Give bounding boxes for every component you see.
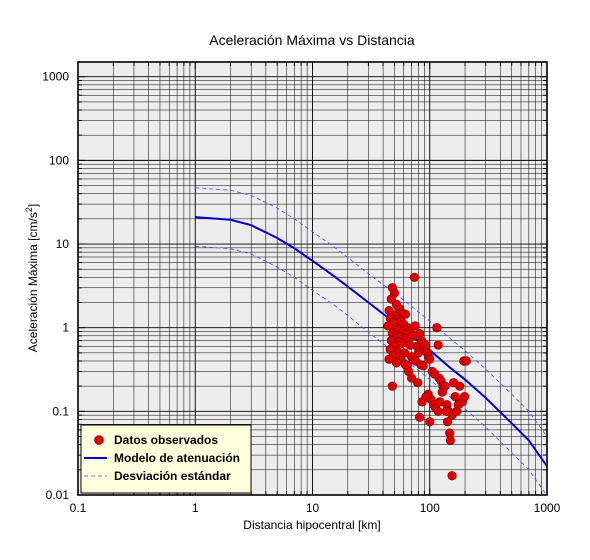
data-point: [455, 381, 465, 391]
y-tick-labels: 0.01 0.1 1 10 100 1000: [42, 70, 69, 502]
data-point: [406, 373, 417, 383]
chart-title: Aceleración Máxima vs Distancia: [209, 32, 415, 48]
legend-box: [80, 424, 252, 494]
data-point: [443, 417, 453, 427]
data-point: [440, 381, 450, 391]
x-tick-label: 0.1: [70, 501, 87, 515]
data-point: [384, 354, 394, 364]
data-point: [405, 340, 415, 350]
model-line: [195, 216, 547, 467]
y-axis-label-main: Aceleración Máxima [cm/s: [26, 212, 40, 352]
data-point: [432, 323, 442, 333]
x-tick-label: 1000: [534, 501, 561, 515]
points-layer: [383, 272, 471, 481]
y-axis-label-sup: 2: [24, 207, 34, 212]
x-tick-label: 10: [306, 501, 320, 515]
data-point: [387, 381, 397, 391]
legend-label-observed: Datos observados: [114, 433, 218, 447]
x-tick-label: 1: [192, 501, 199, 515]
y-tick-label: 1: [62, 321, 69, 335]
legend: Datos observados Modelo de atenuación De…: [80, 424, 252, 494]
data-point: [441, 406, 451, 416]
data-point: [450, 392, 460, 402]
data-point: [433, 406, 443, 416]
data-point: [433, 340, 443, 350]
data-point: [391, 358, 402, 368]
x-tick-labels: 0.1 1 10 100 1000: [70, 501, 561, 515]
curves-layer: [195, 187, 547, 495]
y-tick-label: 1000: [42, 70, 69, 84]
y-tick-label: 0.1: [52, 404, 69, 418]
data-point: [418, 361, 428, 371]
y-axis-label-end: ]: [26, 204, 40, 207]
std-dev-line: [195, 187, 547, 437]
data-point: [445, 435, 455, 445]
data-point: [400, 309, 411, 319]
legend-label-std: Desviación estándar: [114, 469, 231, 483]
data-point: [415, 412, 425, 422]
data-point: [420, 340, 431, 350]
legend-dot-icon: [94, 435, 104, 445]
y-tick-label: 10: [56, 237, 70, 251]
y-tick-label: 0.01: [46, 488, 70, 502]
data-point: [413, 378, 423, 388]
data-point: [410, 321, 420, 331]
data-point: [409, 272, 420, 282]
data-point: [461, 356, 471, 366]
data-point: [425, 354, 435, 364]
std-dev-line: [195, 245, 547, 495]
legend-label-model: Modelo de atenuación: [114, 451, 240, 465]
data-point: [459, 392, 470, 402]
data-point: [400, 360, 411, 370]
x-tick-label: 100: [420, 501, 440, 515]
data-point: [447, 471, 457, 481]
x-axis-label: Distancia hipocentral [km]: [243, 518, 380, 532]
data-point: [425, 417, 435, 427]
data-point: [383, 321, 393, 331]
y-axis-label: Aceleración Máxima [cm/s2]: [24, 204, 40, 352]
y-tick-label: 100: [49, 153, 69, 167]
data-point: [421, 392, 431, 402]
